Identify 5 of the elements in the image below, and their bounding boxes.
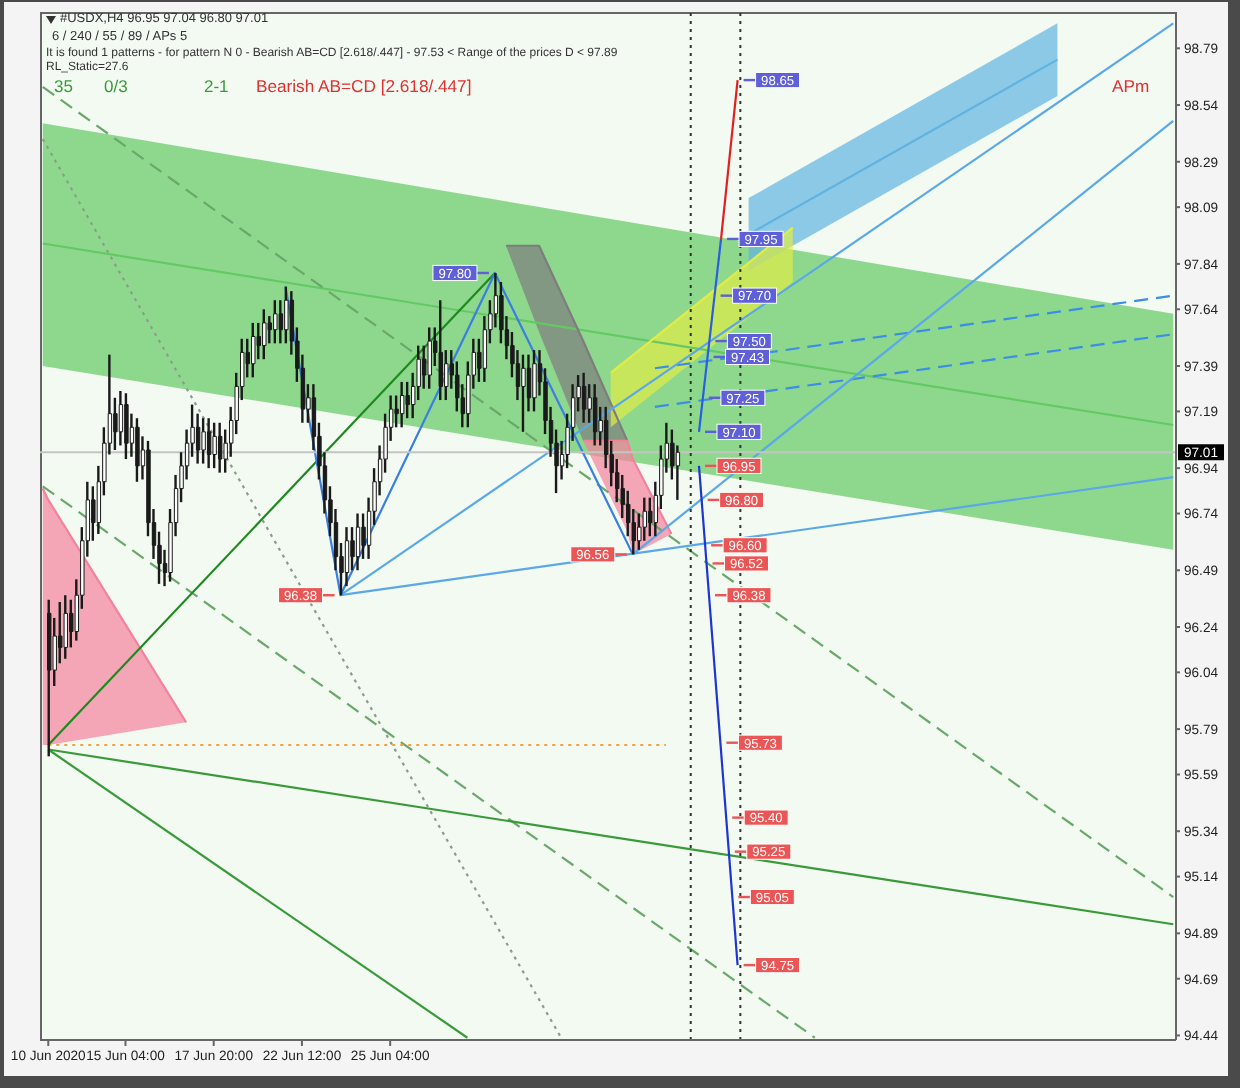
annotation: 0/3 — [104, 76, 128, 96]
annotation: Bearish AB=CD [2.618/.447] — [256, 75, 472, 96]
annotation: 2-1 — [204, 76, 229, 96]
annotation: 35 — [54, 76, 73, 96]
annotation: APm — [1112, 76, 1150, 97]
